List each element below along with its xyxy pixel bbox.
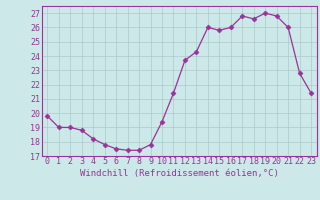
X-axis label: Windchill (Refroidissement éolien,°C): Windchill (Refroidissement éolien,°C) <box>80 169 279 178</box>
